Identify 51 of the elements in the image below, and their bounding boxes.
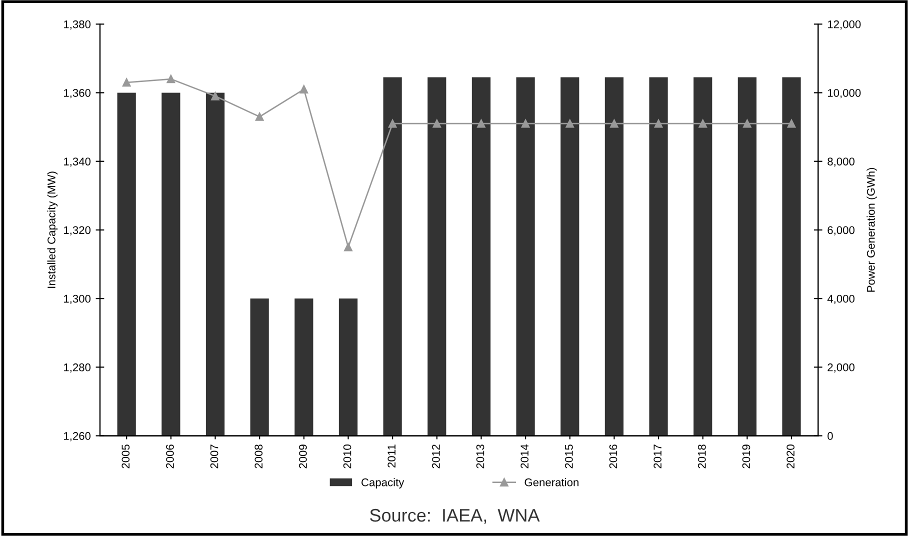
point xyxy=(566,119,574,128)
y-tick-label: 1,320 xyxy=(64,226,91,236)
point xyxy=(698,119,708,128)
legend-label: Capacity xyxy=(362,478,404,488)
point xyxy=(610,119,618,128)
point xyxy=(344,242,352,252)
point xyxy=(122,78,131,87)
y-tick-label: 1,340 xyxy=(64,158,91,167)
y2-tick-label: 4,000 xyxy=(827,294,854,304)
y-tick-label: 1,360 xyxy=(64,88,91,98)
source-note: Source: IAEA, WNA xyxy=(370,508,540,524)
point xyxy=(654,119,663,128)
point xyxy=(166,74,176,84)
y-tick-label: 1,260 xyxy=(64,432,91,442)
y2-tick-label: 12,000 xyxy=(828,20,861,30)
x-tick-label: 2010 xyxy=(343,444,352,468)
point xyxy=(211,92,220,100)
point xyxy=(255,112,264,121)
point xyxy=(787,119,796,128)
x-tick-label: 2006 xyxy=(166,444,174,468)
x-tick-label: 2011 xyxy=(388,444,396,468)
x-tick-label: 2020 xyxy=(786,444,794,468)
y-axis-title: Installed Capacity (MW) xyxy=(47,172,58,288)
x-tick-label: 2019 xyxy=(742,444,750,468)
y2-tick-label: 8,000 xyxy=(828,158,854,167)
x-tick-label: 2015 xyxy=(564,444,573,468)
x-tick-label: 2017 xyxy=(654,444,662,468)
y-tick-label: 1,300 xyxy=(64,294,91,304)
x-tick-label: 2012 xyxy=(432,444,440,468)
x-tick-label: 2013 xyxy=(476,444,484,468)
x-tick-label: 2005 xyxy=(122,444,130,468)
legend-label: Generation xyxy=(524,478,578,486)
y2-tick-label: 6,000 xyxy=(828,226,854,236)
point xyxy=(432,119,442,128)
y2-tick-label: 2,000 xyxy=(828,363,854,373)
x-tick-label: 2018 xyxy=(698,444,706,468)
point xyxy=(477,119,486,128)
x-tick-label: 2009 xyxy=(299,444,307,468)
y2-axis-title: Power Generation (GWh) xyxy=(866,168,878,292)
point xyxy=(300,85,308,94)
point xyxy=(388,119,397,128)
y2-tick-label: 0 xyxy=(828,432,833,440)
x-tick-label: 2014 xyxy=(520,444,529,468)
x-tick-label: 2007 xyxy=(210,444,218,468)
x-tick-label: 2008 xyxy=(254,444,263,468)
y-tick-label: 1,280 xyxy=(64,363,91,373)
y-tick-label: 1,380 xyxy=(64,20,91,30)
point xyxy=(521,119,530,128)
x-tick-label: 2016 xyxy=(609,444,618,468)
point xyxy=(743,119,752,128)
y2-tick-label: 10,000 xyxy=(828,88,861,98)
